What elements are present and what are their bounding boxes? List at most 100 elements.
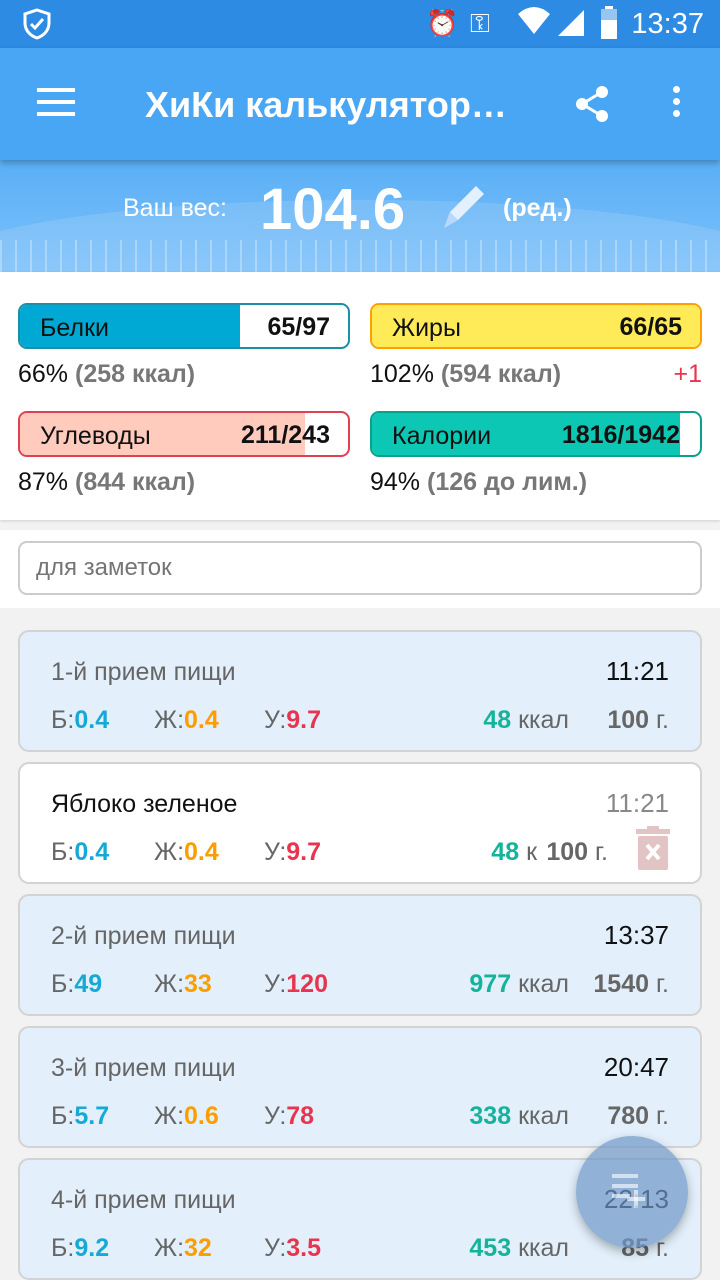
- more-vert-icon[interactable]: [668, 86, 684, 122]
- kcal-unit: ккал: [518, 706, 569, 734]
- weight-label: Ваш вес:: [123, 194, 227, 222]
- protein-amount: Б:0.4: [51, 838, 109, 867]
- notes-input[interactable]: [18, 541, 702, 595]
- entry-time: 11:21: [605, 788, 669, 818]
- protein-prefix: Б:: [51, 838, 75, 866]
- fat-amount: Ж:0.6: [154, 1102, 219, 1131]
- notes-section: [0, 530, 720, 608]
- entry-time: 20:47: [603, 1052, 669, 1082]
- carbs-progress-fill: [20, 413, 306, 455]
- protein-percent: 66%: [18, 360, 69, 388]
- kcal-unit: ккал: [518, 1234, 569, 1262]
- grams-unit: г.: [655, 1102, 669, 1130]
- calories-progress-fill: [372, 413, 681, 455]
- protein-bar[interactable]: Белки 65/97: [18, 303, 350, 349]
- carbs-kcal: (844 ккал): [75, 468, 196, 496]
- carbs-number: 78: [286, 1102, 315, 1130]
- carbs-number: 9.7: [286, 838, 322, 866]
- carbs-amount: У:9.7: [264, 706, 321, 735]
- carbs-bar[interactable]: Углеводы 211/243: [18, 411, 350, 457]
- entry-kcal: 453 ккал: [469, 1234, 569, 1263]
- kcal-number: 453: [469, 1234, 512, 1262]
- carbs-prefix: У:: [264, 1234, 287, 1262]
- grams-unit: г.: [594, 838, 608, 866]
- fat-number: 33: [184, 970, 212, 998]
- carbs-prefix: У:: [264, 706, 287, 734]
- key-icon: ⚿: [470, 8, 490, 38]
- kcal-unit: ккал: [518, 1102, 569, 1130]
- calories-value: 1816/1942: [561, 421, 680, 449]
- entry-title: 2-й прием пищи: [51, 922, 236, 950]
- entry-time: 11:21: [605, 656, 669, 686]
- fat-number: 32: [184, 1234, 212, 1262]
- meal-card[interactable]: 3-й прием пищи 20:47 Б:5.7 Ж:0.6 У:78 33…: [18, 1026, 702, 1148]
- signal-icon: [556, 6, 586, 45]
- protein-progress-fill: [20, 305, 240, 347]
- protein-amount: Б:0.4: [51, 706, 109, 735]
- protein-summary: 66% (258 ккал): [18, 360, 195, 389]
- entry-grams: 100 г.: [546, 838, 608, 867]
- kcal-number: 48: [491, 838, 520, 866]
- fat-amount: Ж:0.4: [154, 706, 219, 735]
- carbs-value: 211/243: [241, 421, 330, 449]
- calories-percent: 94%: [370, 468, 421, 496]
- entry-title: Яблоко зеленое: [51, 790, 238, 818]
- calories-bar[interactable]: Калории 1816/1942: [370, 411, 702, 457]
- grams-number: 100: [546, 838, 589, 866]
- nutrition-summary: Белки 65/97 66% (258 ккал) Жиры 66/65 102%…: [0, 272, 720, 520]
- entry-grams: 780 г.: [607, 1102, 669, 1131]
- carbs-amount: У:3.5: [264, 1234, 321, 1263]
- calories-label: Калории: [392, 422, 492, 450]
- protein-prefix: Б:: [51, 1234, 75, 1262]
- entry-title: 1-й прием пищи: [51, 658, 236, 686]
- battery-icon: [600, 6, 618, 47]
- fat-number: 0.4: [184, 838, 219, 866]
- grams-unit: г.: [655, 1234, 669, 1262]
- calories-remaining: (126 до лим.): [427, 468, 588, 496]
- delete-icon[interactable]: [636, 826, 670, 870]
- shield-check-icon: [22, 8, 52, 47]
- fat-value: 66/65: [619, 313, 682, 341]
- share-icon[interactable]: [572, 84, 612, 129]
- carbs-amount: У:78: [264, 1102, 314, 1131]
- entry-kcal: 48 к: [491, 838, 537, 867]
- meal-card[interactable]: 1-й прием пищи 11:21 Б:0.4 Ж:0.4 У:9.7 4…: [18, 630, 702, 752]
- fat-bar[interactable]: Жиры 66/65: [370, 303, 702, 349]
- protein-amount: Б:5.7: [51, 1102, 109, 1131]
- fat-excess: +1: [673, 360, 702, 388]
- app-title: ХиКи калькулятор…: [145, 84, 507, 125]
- carbs-label: Углеводы: [40, 422, 151, 450]
- fat-kcal: (594 ккал): [440, 360, 562, 388]
- entry-kcal: 338 ккал: [469, 1102, 569, 1131]
- status-bar: ⏰ ⚿ 13:37: [0, 0, 720, 48]
- add-fab-button[interactable]: [576, 1136, 688, 1248]
- food-item-card[interactable]: Яблоко зеленое 11:21 Б:0.4 Ж:0.4 У:9.7 4…: [18, 762, 702, 884]
- fat-prefix: Ж:: [154, 970, 185, 998]
- grams-number: 780: [607, 1102, 650, 1130]
- pencil-icon[interactable]: [436, 178, 492, 239]
- protein-prefix: Б:: [51, 706, 75, 734]
- protein-number: 49: [74, 970, 103, 998]
- carbs-prefix: У:: [264, 1102, 287, 1130]
- fat-number: 0.6: [184, 1102, 219, 1130]
- protein-amount: Б:49: [51, 970, 102, 999]
- carbs-prefix: У:: [264, 838, 287, 866]
- carbs-number: 3.5: [286, 1234, 322, 1262]
- protein-value: 65/97: [267, 313, 330, 341]
- weight-value[interactable]: 104.6: [260, 177, 406, 242]
- meal-card[interactable]: 2-й прием пищи 13:37 Б:49 Ж:33 У:120 977…: [18, 894, 702, 1016]
- fat-percent: 102%: [370, 360, 434, 388]
- protein-kcal: (258 ккал): [75, 360, 196, 388]
- carbs-number: 9.7: [286, 706, 322, 734]
- edit-weight-button[interactable]: (ред.): [503, 194, 572, 222]
- protein-number: 0.4: [74, 838, 110, 866]
- menu-icon[interactable]: [37, 88, 75, 118]
- alarm-icon: ⏰: [426, 8, 459, 38]
- calories-summary: 94% (126 до лим.): [370, 468, 587, 497]
- fat-prefix: Ж:: [154, 706, 185, 734]
- fat-progress-fill: [372, 305, 700, 347]
- fat-amount: Ж:33: [154, 970, 212, 999]
- entry-kcal: 977 ккал: [469, 970, 569, 999]
- grams-number: 1540: [593, 970, 650, 998]
- weight-header: Ваш вес: 104.6 (ред.): [0, 160, 720, 272]
